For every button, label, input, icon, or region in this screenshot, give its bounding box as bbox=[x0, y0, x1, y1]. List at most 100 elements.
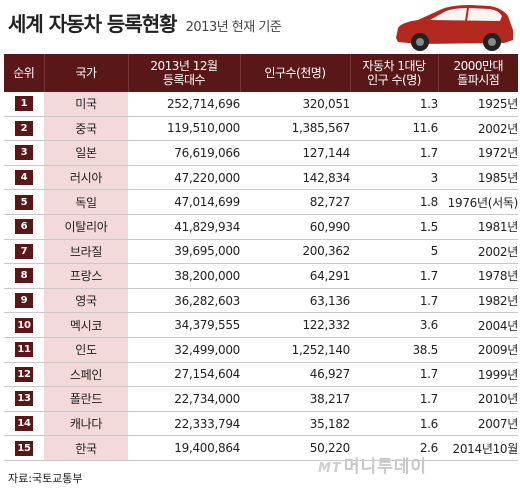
title-area: 세계 자동차 등록현황 2013년 현재 기준 bbox=[8, 8, 282, 38]
registered-cell: 41,829,934 bbox=[128, 214, 240, 240]
registered-cell: 22,734,000 bbox=[128, 386, 240, 412]
table-row: 8 프랑스 38,200,000 64,291 1.7 1978년 bbox=[4, 263, 518, 289]
header-registered: 2013년 12월 등록대수 bbox=[127, 54, 240, 92]
per-car-cell: 3.6 bbox=[350, 312, 438, 338]
registered-cell: 252,714,696 bbox=[128, 92, 240, 117]
rank-cell: 7 bbox=[4, 239, 44, 265]
rank-badge: 7 bbox=[15, 243, 33, 259]
registered-cell: 34,379,555 bbox=[128, 312, 240, 338]
population-cell: 63,136 bbox=[240, 288, 350, 314]
year-cell: 1976년(서독) bbox=[438, 189, 518, 215]
registered-cell: 22,333,794 bbox=[128, 411, 240, 437]
rank-cell: 12 bbox=[4, 362, 44, 388]
population-cell: 46,927 bbox=[240, 362, 350, 388]
per-car-cell: 1.8 bbox=[350, 189, 438, 215]
rank-cell: 2 bbox=[4, 116, 44, 142]
header-year-line1: 2000만대 bbox=[453, 59, 504, 73]
year-cell: 1982년 bbox=[438, 288, 518, 314]
year-cell: 1985년 bbox=[438, 165, 518, 191]
country-cell: 미국 bbox=[44, 92, 128, 117]
rank-badge: 1 bbox=[15, 96, 33, 112]
registered-cell: 39,695,000 bbox=[128, 239, 240, 265]
rank-badge: 9 bbox=[15, 293, 33, 309]
registered-cell: 19,400,864 bbox=[128, 435, 240, 461]
car-front-hub bbox=[416, 38, 424, 46]
per-car-cell: 1.5 bbox=[350, 214, 438, 240]
population-cell: 60,990 bbox=[240, 214, 350, 240]
header-per-car-line1: 자동차 1대당 bbox=[362, 59, 426, 73]
country-cell: 브라질 bbox=[44, 239, 128, 265]
per-car-cell: 1.7 bbox=[350, 386, 438, 412]
country-cell: 러시아 bbox=[44, 165, 128, 191]
population-cell: 320,051 bbox=[240, 92, 350, 117]
rank-cell: 6 bbox=[4, 214, 44, 240]
rank-cell: 14 bbox=[4, 411, 44, 437]
rank-cell: 13 bbox=[4, 386, 44, 412]
population-cell: 38,217 bbox=[240, 386, 350, 412]
registered-cell: 47,014,699 bbox=[128, 189, 240, 215]
registration-table: 순위 국가 2013년 12월 등록대수 인구수(천명) 자동차 1대당 인구 … bbox=[4, 54, 518, 461]
year-cell: 2004년 bbox=[438, 312, 518, 338]
rank-badge: 15 bbox=[15, 440, 33, 456]
header-registered-line2: 등록대수 bbox=[162, 73, 206, 87]
watermark-logo: MT bbox=[318, 461, 342, 476]
rank-cell: 5 bbox=[4, 189, 44, 215]
table-row: 4 러시아 47,220,000 142,834 3 1985년 bbox=[4, 165, 518, 191]
population-cell: 64,291 bbox=[240, 263, 350, 289]
rank-cell: 3 bbox=[4, 140, 44, 166]
table-row: 1 미국 252,714,696 320,051 1.3 1925년 bbox=[4, 92, 518, 117]
rank-badge: 2 bbox=[15, 120, 33, 136]
car-rear-hub bbox=[488, 38, 496, 46]
population-cell: 127,144 bbox=[240, 140, 350, 166]
car-window-pillar bbox=[465, 7, 469, 22]
rank-cell: 15 bbox=[4, 435, 44, 461]
population-cell: 122,332 bbox=[240, 312, 350, 338]
table-row: 12 스페인 27,154,604 46,927 1.7 1999년 bbox=[4, 362, 518, 388]
per-car-cell: 2.6 bbox=[350, 435, 438, 461]
population-cell: 50,220 bbox=[240, 435, 350, 461]
page-subtitle: 2013년 현재 기준 bbox=[185, 20, 282, 35]
country-cell: 인도 bbox=[44, 337, 128, 363]
rank-cell: 1 bbox=[4, 92, 44, 117]
per-car-cell: 1.7 bbox=[350, 140, 438, 166]
per-car-cell: 38.5 bbox=[350, 337, 438, 363]
rank-badge: 11 bbox=[15, 342, 33, 358]
table-row: 10 멕시코 34,379,555 122,332 3.6 2004년 bbox=[4, 312, 518, 338]
header-rank: 순위 bbox=[4, 54, 44, 92]
country-cell: 멕시코 bbox=[44, 312, 128, 338]
rank-cell: 9 bbox=[4, 288, 44, 314]
car-icon bbox=[396, 5, 513, 51]
header-registered-line1: 2013년 12월 bbox=[150, 59, 218, 73]
year-cell: 2009년 bbox=[438, 337, 518, 363]
country-cell: 스페인 bbox=[44, 362, 128, 388]
per-car-cell: 3 bbox=[350, 165, 438, 191]
rank-cell: 8 bbox=[4, 263, 44, 289]
registered-cell: 38,200,000 bbox=[128, 263, 240, 289]
year-cell: 2002년 bbox=[438, 239, 518, 265]
population-cell: 82,727 bbox=[240, 189, 350, 215]
header-per-car: 자동차 1대당 인구 수(명) bbox=[349, 54, 438, 92]
rank-badge: 10 bbox=[15, 317, 33, 333]
watermark-text: 머니투데이 bbox=[343, 457, 428, 477]
table-row: 7 브라질 39,695,000 200,362 5 2002년 bbox=[4, 239, 518, 265]
header-population: 인구수(천명) bbox=[239, 54, 350, 92]
registered-cell: 27,154,604 bbox=[128, 362, 240, 388]
country-cell: 한국 bbox=[44, 435, 128, 461]
year-cell: 1925년 bbox=[438, 92, 518, 117]
header-year: 2000만대 돌파시점 bbox=[437, 54, 518, 92]
country-cell: 이탈리아 bbox=[44, 214, 128, 240]
table-row: 13 폴란드 22,734,000 38,217 1.7 2010년 bbox=[4, 386, 518, 412]
rank-cell: 4 bbox=[4, 165, 44, 191]
rank-badge: 12 bbox=[15, 366, 33, 382]
registered-cell: 36,282,603 bbox=[128, 288, 240, 314]
year-cell: 1972년 bbox=[438, 140, 518, 166]
table-row: 6 이탈리아 41,829,934 60,990 1.5 1981년 bbox=[4, 214, 518, 240]
country-cell: 일본 bbox=[44, 140, 128, 166]
rank-cell: 10 bbox=[4, 312, 44, 338]
page-title: 세계 자동차 등록현황 bbox=[8, 12, 178, 36]
header-country: 국가 bbox=[43, 54, 128, 92]
population-cell: 1,252,140 bbox=[240, 337, 350, 363]
year-cell: 1978년 bbox=[438, 263, 518, 289]
rank-badge: 6 bbox=[15, 219, 33, 235]
year-cell: 1981년 bbox=[438, 214, 518, 240]
